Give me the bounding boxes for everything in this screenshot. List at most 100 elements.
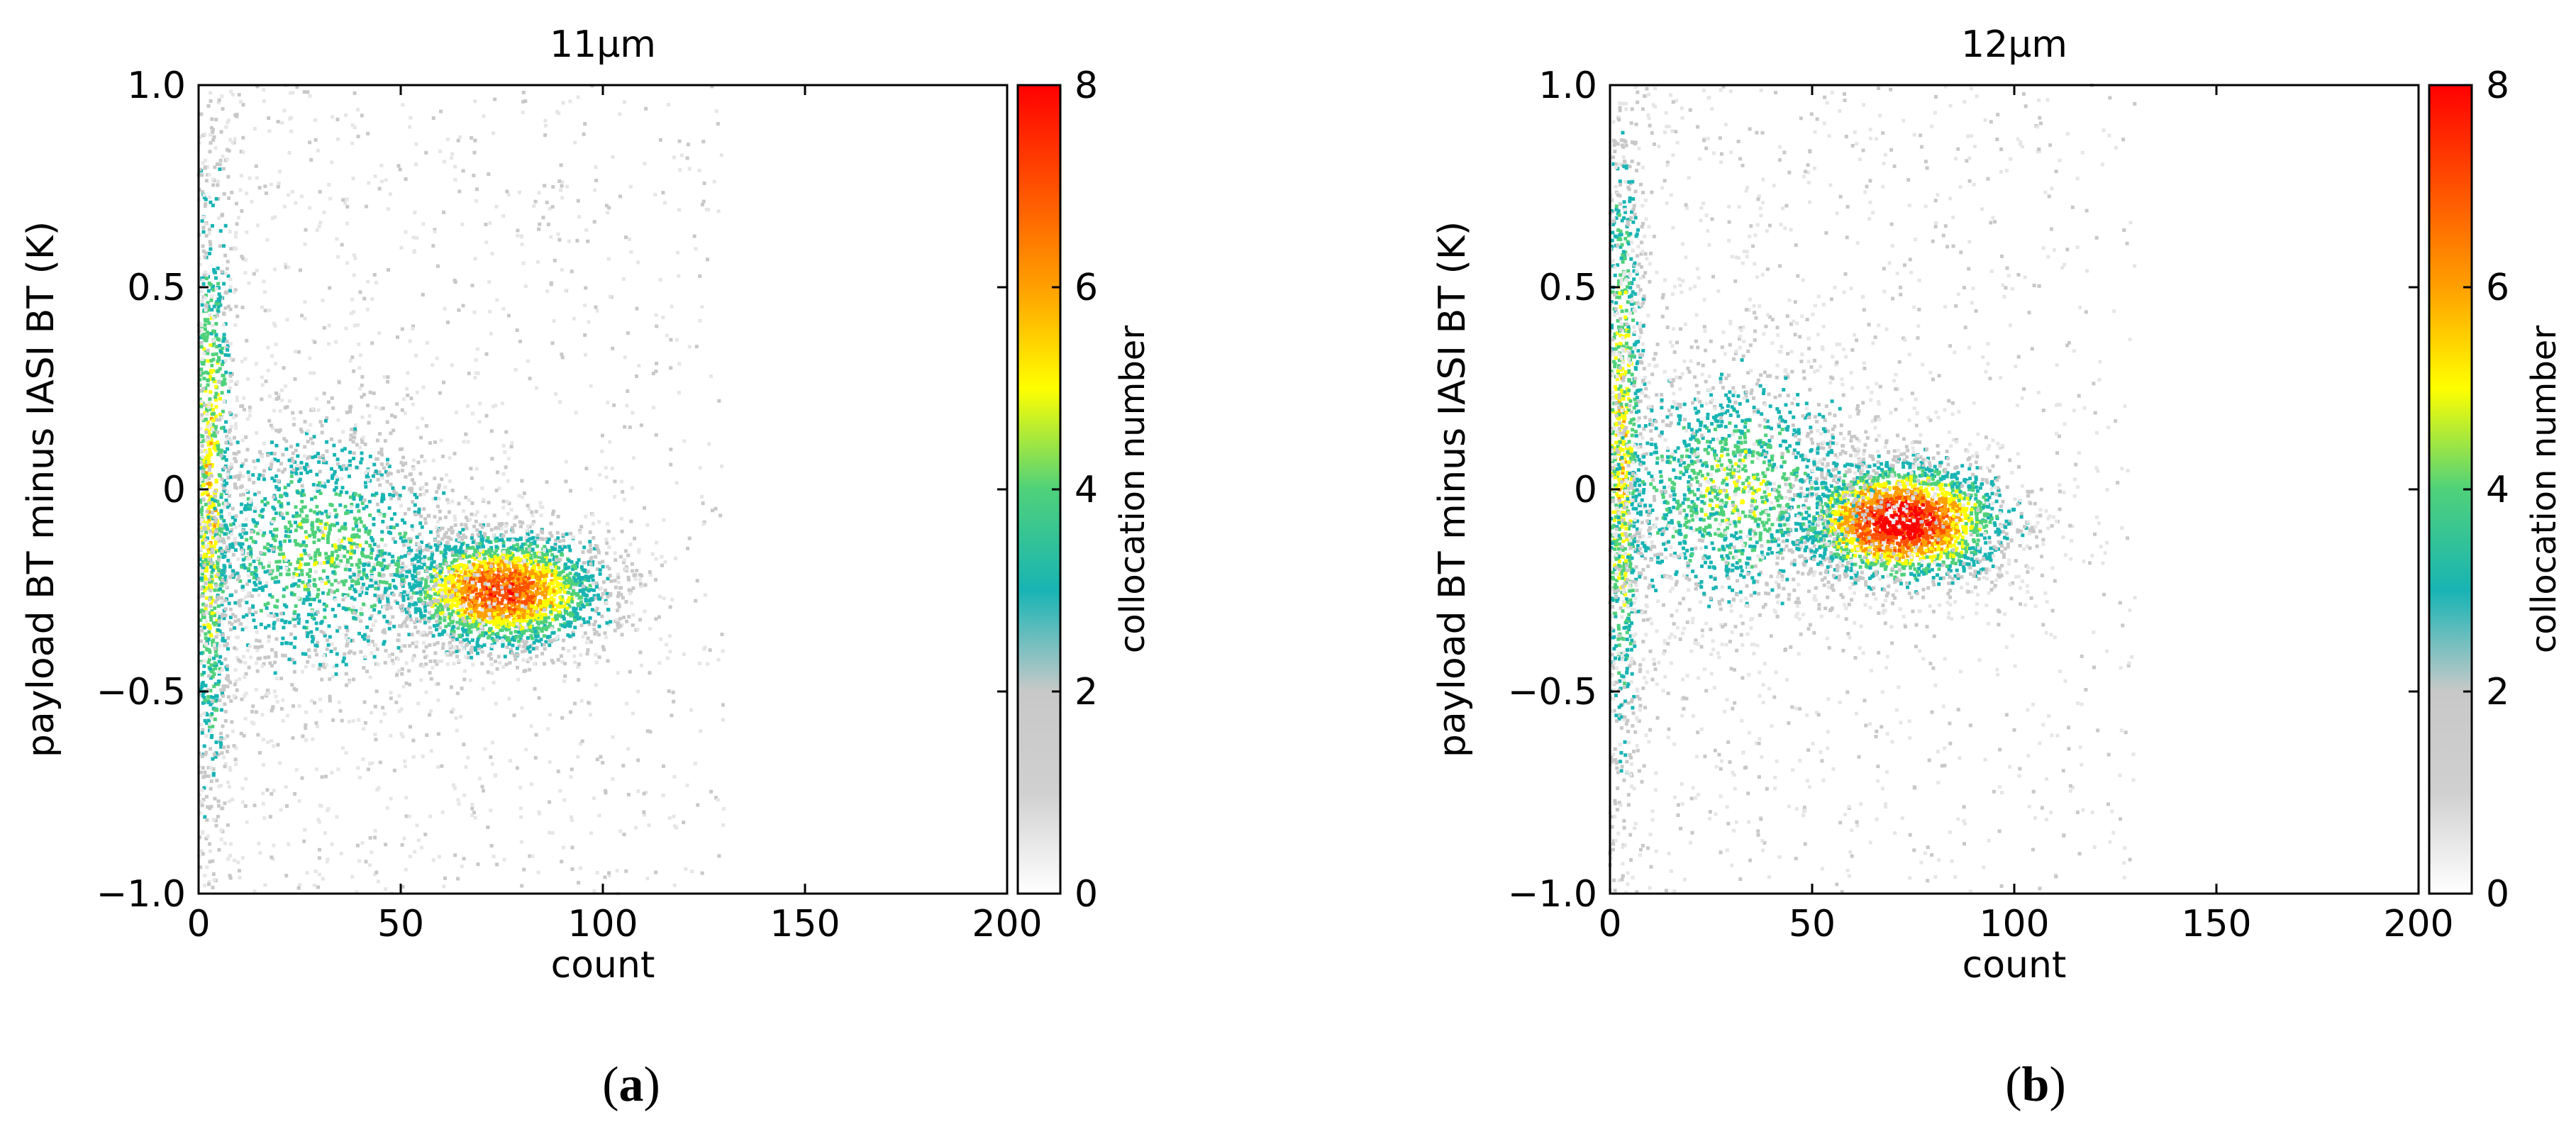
heatmap-cell: [205, 818, 209, 822]
heatmap-cell: [462, 440, 466, 444]
heatmap-cell: [365, 591, 369, 595]
heatmap-cell: [462, 629, 466, 633]
heatmap-cell: [527, 606, 531, 610]
heatmap-cell: [209, 359, 213, 363]
heatmap-cell: [537, 577, 541, 582]
heatmap-cell: [218, 299, 221, 303]
heatmap-cell: [569, 531, 573, 535]
heatmap-cell: [516, 652, 520, 657]
heatmap-cell: [216, 452, 221, 457]
heatmap-cell: [544, 589, 548, 593]
heatmap-cell: [209, 545, 213, 549]
heatmap-cell: [292, 660, 296, 665]
heatmap-cell: [451, 609, 455, 613]
heatmap-cell: [523, 649, 528, 653]
heatmap-cell: [460, 537, 465, 541]
heatmap-cell: [531, 548, 535, 552]
heatmap-cell: [218, 413, 222, 416]
heatmap-cell: [340, 486, 345, 490]
heatmap-cell: [400, 667, 404, 671]
heatmap-cell: [224, 346, 228, 350]
heatmap-cell: [356, 560, 360, 565]
heatmap-cell: [323, 608, 327, 612]
heatmap-cell: [312, 578, 316, 582]
heatmap-cell: [623, 558, 627, 562]
heatmap-cell: [480, 565, 484, 569]
heatmap-cell: [399, 570, 403, 574]
heatmap-cell: [525, 591, 529, 596]
heatmap-cell: [305, 470, 309, 474]
heatmap-cell: [443, 485, 448, 489]
heatmap-cell: [565, 573, 570, 577]
heatmap-cell: [360, 552, 365, 557]
heatmap-cell: [219, 130, 223, 134]
heatmap-cell: [516, 611, 520, 615]
heatmap-cell: [579, 606, 583, 611]
heatmap-cell: [323, 633, 327, 638]
heatmap-cell: [209, 441, 213, 445]
heatmap-cell: [597, 520, 601, 524]
heatmap-cell: [539, 620, 543, 624]
heatmap-cell: [358, 561, 362, 565]
heatmap-cell: [240, 209, 244, 213]
heatmap-cell: [209, 689, 213, 693]
heatmap-cell: [204, 596, 209, 600]
heatmap-cell: [455, 621, 460, 625]
heatmap-cell: [426, 594, 431, 598]
heatmap-cell: [274, 474, 278, 478]
heatmap-cell: [252, 460, 256, 463]
heatmap-cell: [198, 377, 202, 382]
heatmap-cell: [247, 567, 251, 571]
heatmap-cell: [660, 563, 664, 567]
heatmap-cell: [411, 577, 415, 581]
heatmap-cell: [216, 562, 220, 565]
heatmap-cell: [225, 586, 229, 590]
heatmap-cell: [415, 390, 419, 394]
heatmap-cell: [433, 543, 438, 548]
heatmap-cell: [470, 645, 474, 650]
heatmap-cell: [221, 636, 225, 640]
heatmap-cell: [438, 616, 443, 621]
heatmap-cell: [492, 640, 496, 645]
heatmap-cell: [206, 482, 210, 486]
heatmap-cell: [506, 562, 510, 567]
heatmap-cell: [276, 618, 280, 622]
heatmap-cell: [277, 392, 281, 396]
heatmap-cell: [450, 526, 454, 530]
heatmap-cell: [535, 544, 539, 548]
heatmap-cell: [380, 549, 384, 553]
heatmap-cell: [470, 655, 474, 660]
heatmap-cell: [511, 544, 516, 548]
heatmap-cell: [204, 530, 209, 535]
heatmap-cell: [245, 582, 249, 587]
heatmap-cell: [479, 588, 483, 592]
heatmap-cell: [410, 487, 413, 491]
heatmap-cell: [521, 650, 525, 654]
heatmap-cell: [516, 677, 521, 682]
heatmap-cell: [487, 653, 491, 657]
heatmap-cell: [227, 196, 231, 200]
heatmap-cell: [488, 621, 492, 624]
heatmap-cell: [220, 751, 224, 755]
heatmap-cell: [200, 672, 204, 677]
heatmap-cell: [206, 695, 211, 699]
heatmap-cell: [228, 616, 233, 619]
heatmap-cell: [572, 613, 577, 618]
heatmap-cell: [404, 539, 408, 543]
heatmap-cell: [340, 539, 344, 543]
heatmap-cell: [618, 616, 623, 621]
heatmap-cell: [369, 578, 373, 582]
heatmap-cell: [540, 551, 544, 555]
heatmap-cell: [550, 552, 555, 557]
heatmap-cell: [198, 397, 202, 401]
heatmap-cell: [272, 507, 277, 511]
heatmap-cell: [212, 330, 216, 334]
heatmap-cell: [314, 652, 318, 657]
heatmap-cell: [457, 609, 462, 613]
heatmap-cell: [463, 597, 467, 601]
heatmap-cell: [499, 562, 504, 567]
heatmap-cell: [198, 499, 202, 503]
heatmap-cell: [244, 531, 248, 535]
heatmap-cell: [240, 360, 244, 364]
heatmap-cell: [457, 599, 462, 602]
